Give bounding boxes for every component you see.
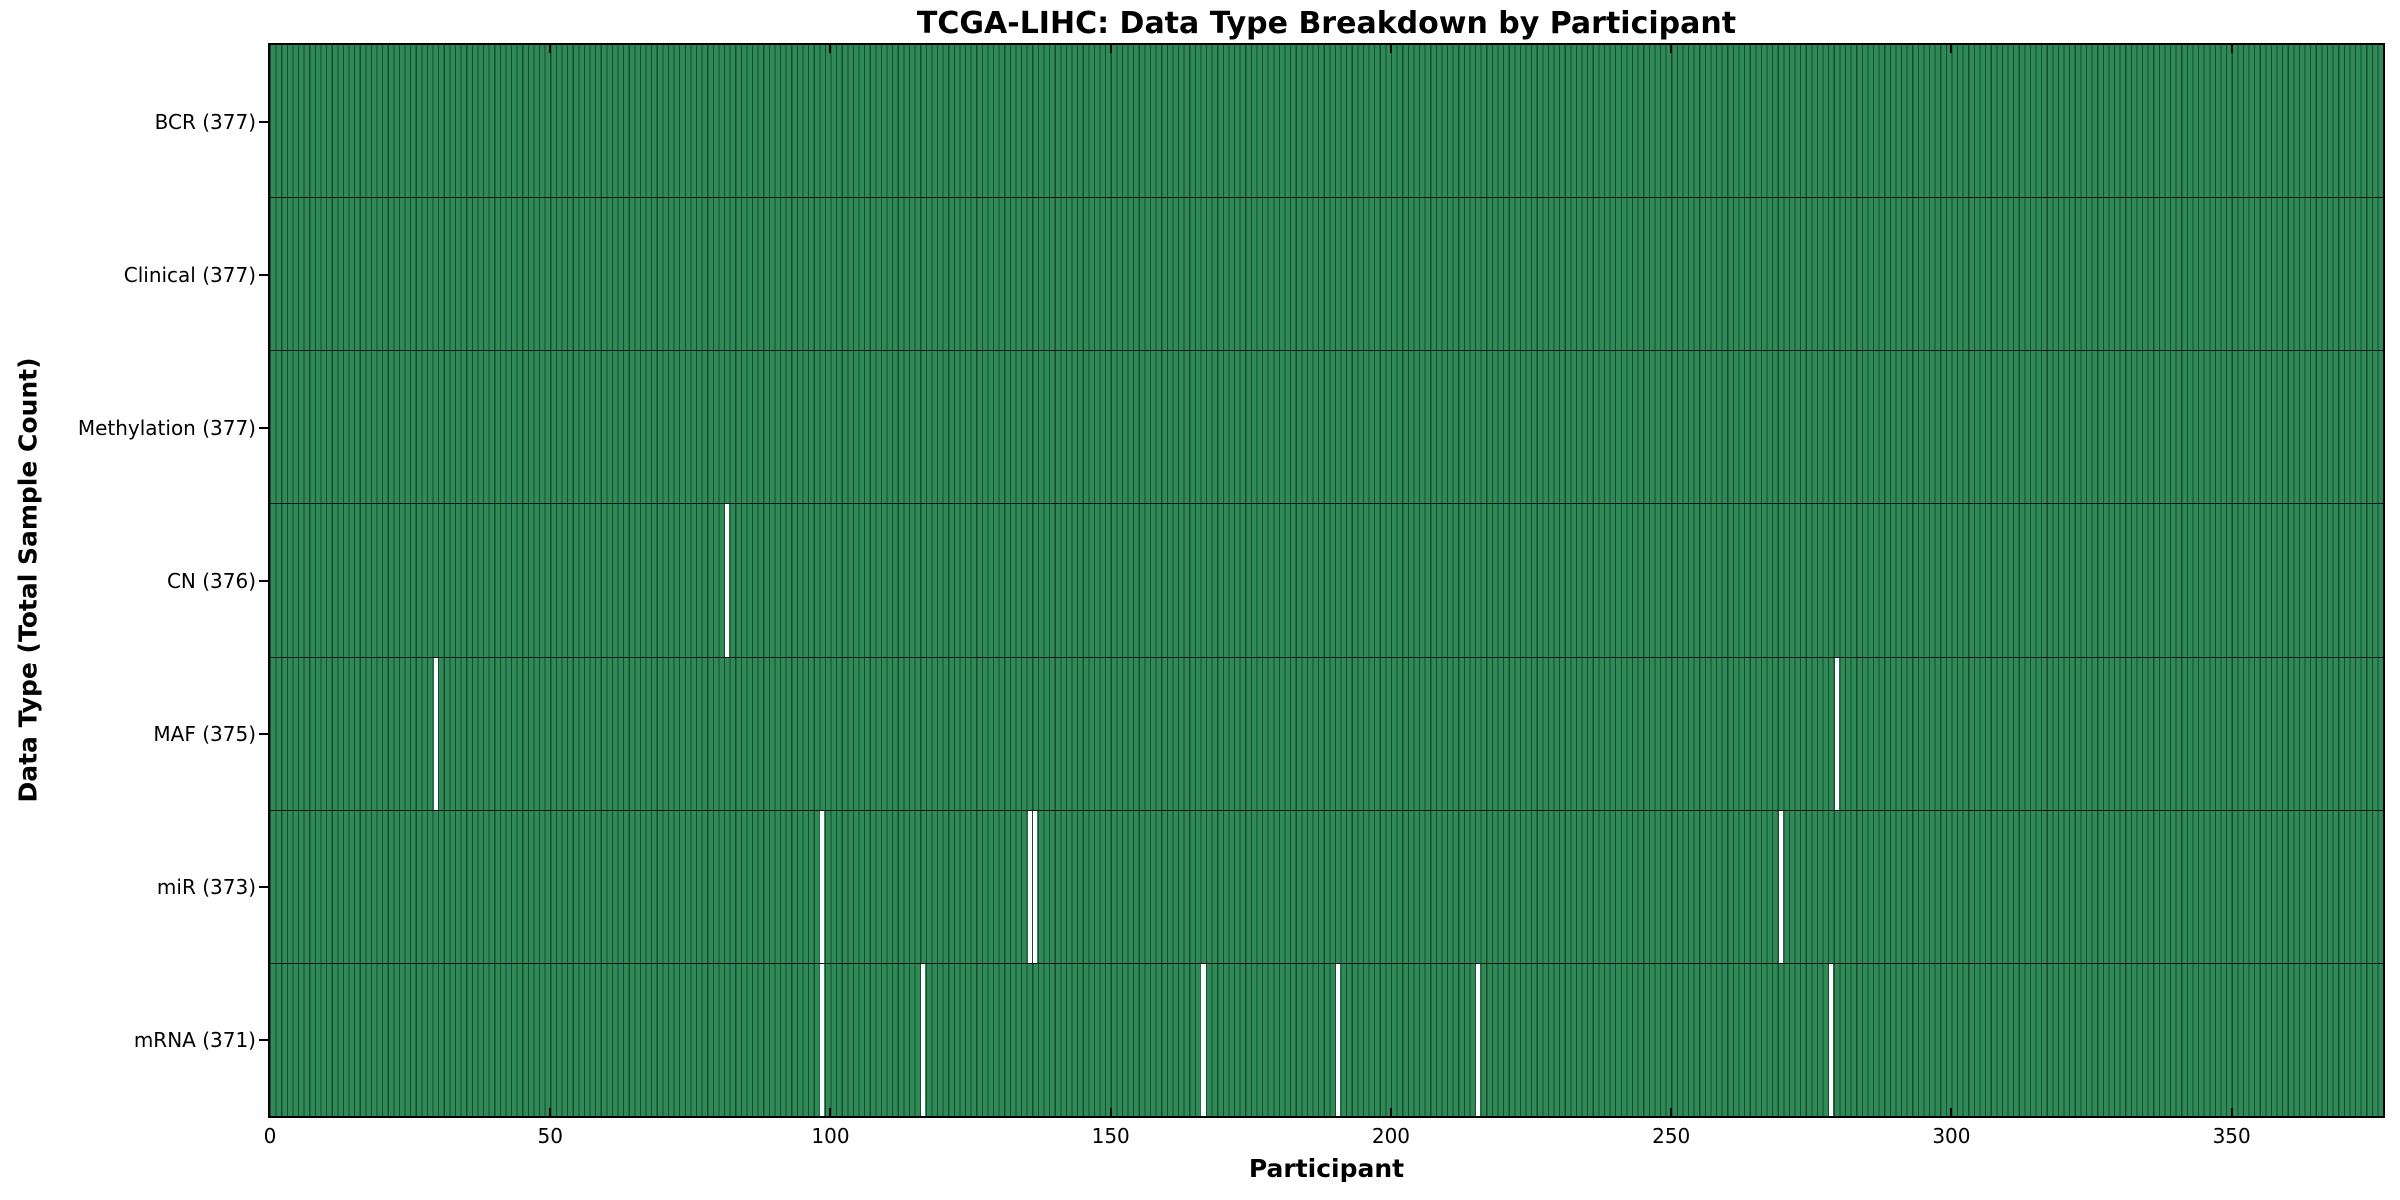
- absent-gap: [1335, 963, 1341, 1116]
- x-tick-mark: [1109, 45, 1112, 53]
- y-tick-mark: [259, 1038, 268, 1041]
- absent-gap: [1027, 810, 1032, 963]
- absent-gap: [1778, 810, 1783, 963]
- absent-gap: [1033, 810, 1038, 963]
- y-tick-label: BCR (377): [154, 109, 256, 134]
- x-tick-mark: [829, 45, 832, 53]
- x-axis-label: Participant: [1248, 1154, 1405, 1183]
- x-tick-label: 250: [1652, 1124, 1691, 1148]
- y-tick-mark: [259, 426, 268, 429]
- x-tick-label: 150: [1091, 1124, 1130, 1148]
- x-tick-label: 350: [2212, 1124, 2251, 1148]
- y-tick-mark: [259, 885, 268, 888]
- absent-gap: [1476, 963, 1481, 1116]
- x-tick-mark: [549, 1108, 552, 1116]
- x-tick-mark: [2230, 1108, 2233, 1116]
- x-tick-label: 100: [811, 1124, 850, 1148]
- absent-gap: [820, 963, 825, 1116]
- chart-title: TCGA-LIHC: Data Type Breakdown by Partic…: [916, 6, 1737, 41]
- y-tick-mark: [259, 732, 268, 735]
- y-tick-mark: [259, 273, 268, 276]
- y-tick-label: CN (376): [166, 568, 256, 593]
- matrix-row-BCR: [270, 45, 2383, 198]
- matrix-row-Clinical: [270, 197, 2383, 351]
- x-tick-label: 50: [537, 1124, 563, 1148]
- matrix-row-MAF: [270, 656, 2383, 810]
- absent-gap: [724, 504, 730, 657]
- y-tick-mark: [259, 120, 268, 123]
- x-tick-mark: [549, 45, 552, 53]
- x-tick-mark: [829, 1108, 832, 1116]
- x-tick-mark: [1109, 1108, 1112, 1116]
- plot-area: Present Absent: [268, 43, 2385, 1118]
- y-tick-label: MAF (375): [153, 721, 256, 746]
- x-tick-label: 200: [1371, 1124, 1411, 1148]
- x-tick-mark: [1670, 45, 1673, 53]
- x-tick-mark: [1670, 1108, 1673, 1116]
- absent-gap: [820, 810, 825, 963]
- absent-gap: [433, 657, 438, 810]
- y-tick-label: Methylation (377): [77, 415, 256, 440]
- y-tick-mark: [259, 579, 268, 582]
- matrix-row-CN: [270, 503, 2383, 657]
- x-tick-mark: [1950, 45, 1953, 53]
- x-tick-mark: [1950, 1108, 1953, 1116]
- matrix-row-mRNA: [270, 962, 2383, 1116]
- matrix-row-Methylation: [270, 350, 2383, 504]
- matrix-rows: [270, 45, 2383, 1116]
- x-tick-label: 0: [263, 1124, 277, 1148]
- x-tick-mark: [2230, 45, 2233, 53]
- y-tick-label: Clinical (377): [123, 262, 256, 287]
- y-tick-label: miR (373): [156, 874, 256, 899]
- y-axis-label: Data Type (Total Sample Count): [13, 357, 43, 803]
- x-tick-mark: [1389, 1108, 1392, 1116]
- absent-gap: [1829, 963, 1834, 1116]
- absent-gap: [1201, 963, 1206, 1116]
- y-tick-label: mRNA (371): [133, 1027, 256, 1052]
- absent-gap: [921, 963, 926, 1116]
- matrix-row-miR: [270, 809, 2383, 963]
- x-tick-label: 300: [1932, 1124, 1971, 1148]
- absent-gap: [1834, 657, 1839, 810]
- x-tick-mark: [1389, 45, 1392, 53]
